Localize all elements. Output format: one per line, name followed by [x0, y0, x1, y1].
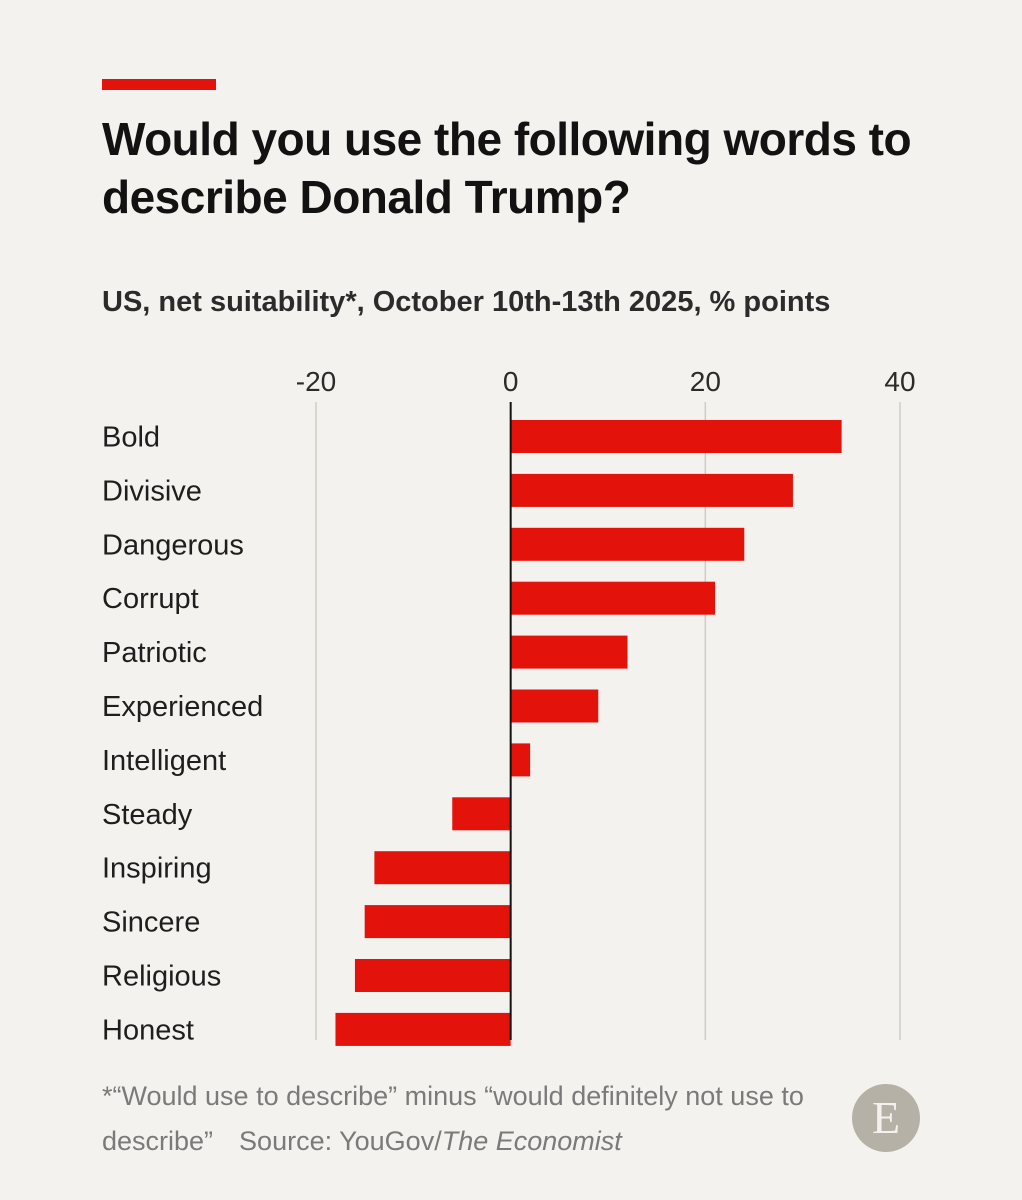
source-label: Source: YouGov/ — [239, 1126, 442, 1156]
bar-divisive — [510, 473, 793, 507]
chart-subtitle: US, net suitability*, October 10th-13th … — [102, 286, 831, 318]
bar-corrupt — [510, 581, 716, 615]
bar-steady — [452, 797, 511, 831]
footnote-text: *“Would use to describe” minus “would de… — [102, 1081, 804, 1156]
x-tick-label: 40 — [884, 366, 915, 397]
footnote: *“Would use to describe” minus “would de… — [102, 1074, 832, 1164]
bar-patriotic — [510, 635, 628, 669]
source-publication: The Economist — [441, 1126, 622, 1156]
category-label: Corrupt — [102, 583, 199, 615]
bar-bold — [510, 420, 842, 453]
category-label: Religious — [102, 961, 221, 993]
accent-bar — [102, 79, 216, 90]
category-label: Dangerous — [102, 529, 244, 561]
category-label: Bold — [102, 422, 160, 454]
bar-experienced — [510, 689, 599, 723]
chart-title: Would you use the following words to des… — [102, 113, 912, 223]
category-label: Honest — [102, 1014, 194, 1046]
category-label: Intelligent — [102, 745, 226, 777]
bar-religious — [354, 959, 511, 992]
category-label: Patriotic — [102, 637, 207, 669]
bar-honest — [335, 1012, 511, 1046]
x-tick-label: 20 — [690, 366, 721, 397]
category-label: Sincere — [102, 907, 200, 939]
bar-sincere — [364, 905, 511, 939]
category-label: Divisive — [102, 475, 202, 507]
bar-dangerous — [510, 527, 745, 561]
x-tick-label: 0 — [503, 366, 519, 397]
x-tick-label: -20 — [296, 366, 336, 397]
category-label: Inspiring — [102, 853, 212, 885]
category-label: Experienced — [102, 691, 263, 723]
category-label: Steady — [102, 799, 193, 831]
economist-logo-icon: E — [852, 1084, 920, 1152]
bar-inspiring — [374, 851, 511, 885]
bar-intelligent — [510, 743, 531, 777]
